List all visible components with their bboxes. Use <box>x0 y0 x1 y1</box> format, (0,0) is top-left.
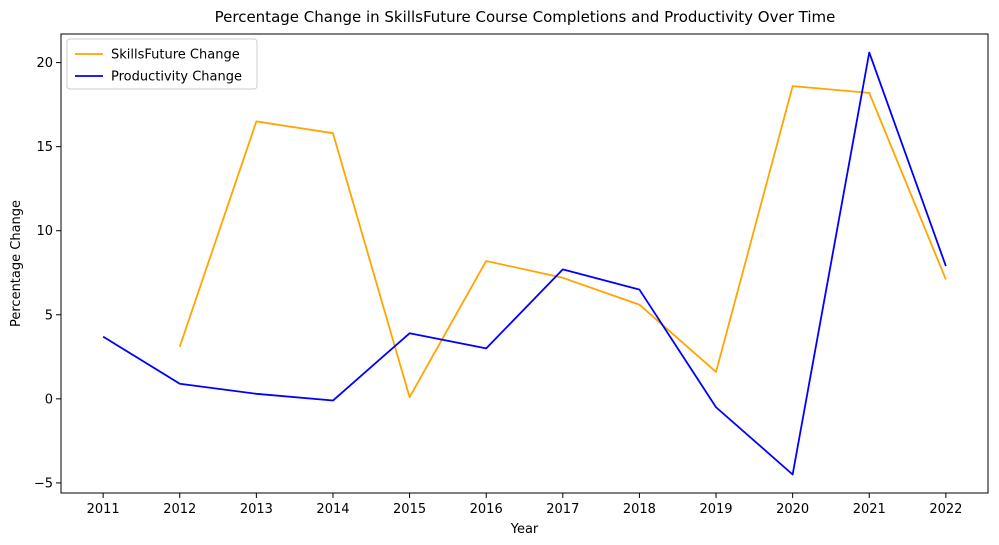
y-tick-label: 15 <box>36 140 53 155</box>
x-tick-label: 2011 <box>87 502 120 517</box>
series-layer <box>102 51 947 476</box>
y-tick-label: 5 <box>45 308 53 323</box>
y-tick-label: −5 <box>34 476 53 491</box>
y-tick-label: 20 <box>36 56 53 71</box>
chart-title: Percentage Change in SkillsFuture Course… <box>215 8 836 26</box>
x-tick-label: 2012 <box>163 502 196 517</box>
legend-box <box>66 38 258 90</box>
x-tick-label: 2019 <box>699 502 732 517</box>
x-tick-label: 2022 <box>929 502 962 517</box>
x-axis-label: Year <box>510 522 539 537</box>
legend-label: Productivity Change <box>111 70 242 85</box>
y-axis: −5 0 5 10 15 20 <box>34 56 61 491</box>
x-tick-label: 2018 <box>623 502 656 517</box>
series-line-productivity <box>102 51 947 476</box>
x-tick-label: 2020 <box>776 502 809 517</box>
y-axis-label: Percentage Change <box>9 200 24 327</box>
plot-area <box>60 33 989 494</box>
y-tick-label: 0 <box>45 392 53 407</box>
x-tick-label: 2021 <box>853 502 886 517</box>
series-line-skillsfuture <box>178 85 947 399</box>
x-axis: 2011 2012 2013 2014 2015 2016 2017 2018 2019 2020… <box>87 493 962 517</box>
x-tick-label: 2016 <box>470 502 503 517</box>
legend: SkillsFuture Change Productivity Change <box>66 38 258 90</box>
x-tick-label: 2015 <box>393 502 426 517</box>
legend-label: SkillsFuture Change <box>111 48 240 63</box>
x-tick-label: 2014 <box>316 502 349 517</box>
x-tick-label: 2013 <box>240 502 273 517</box>
x-tick-label: 2017 <box>546 502 579 517</box>
y-tick-label: 10 <box>36 224 53 239</box>
